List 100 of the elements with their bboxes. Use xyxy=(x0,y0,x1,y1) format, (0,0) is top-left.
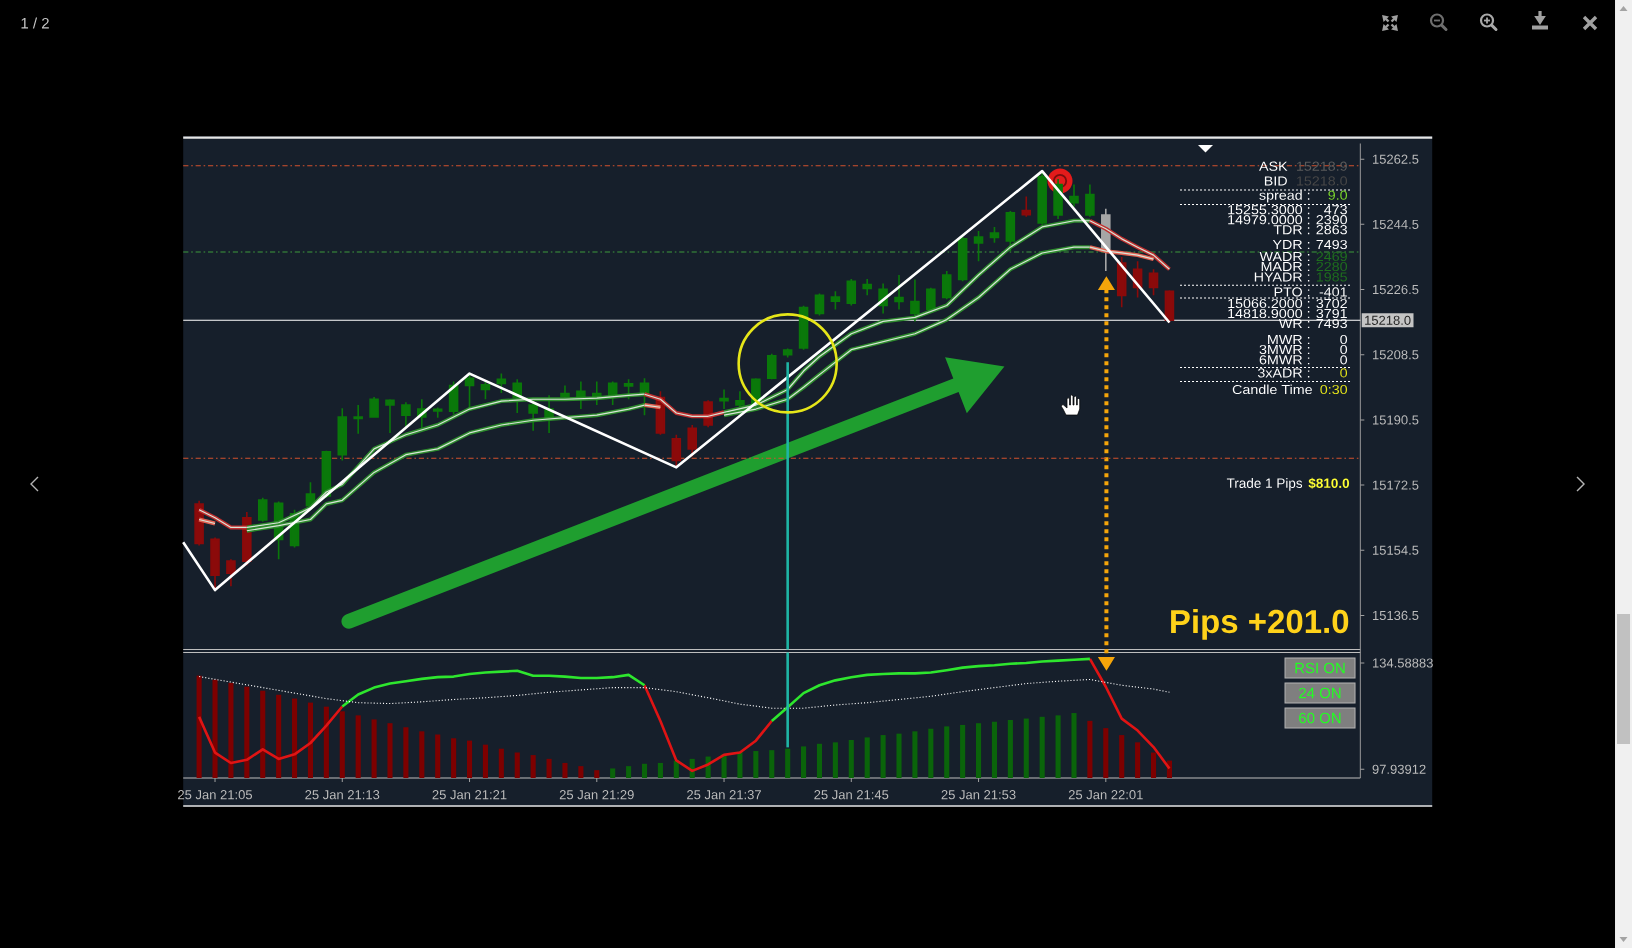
bar xyxy=(1023,718,1029,779)
bar xyxy=(292,698,298,779)
bar xyxy=(435,734,441,779)
bar xyxy=(1007,720,1013,779)
bar xyxy=(801,746,807,779)
bar xyxy=(355,715,361,779)
annotation: PTO : xyxy=(1274,287,1310,297)
annotation: 3791 xyxy=(1316,308,1347,319)
bar xyxy=(196,675,202,779)
annotation: RSI ON xyxy=(1295,662,1345,674)
annotation: 3xADR : xyxy=(1257,368,1310,378)
bar xyxy=(1119,735,1125,779)
bar xyxy=(403,727,409,779)
bar xyxy=(594,770,600,779)
candlestick xyxy=(1037,170,1047,226)
x-tick-label: 25 Jan 21:13 xyxy=(305,790,380,800)
annotation: 15255.3000 : xyxy=(1228,205,1310,215)
bar xyxy=(1039,716,1045,779)
x-tick-label: 25 Jan 21:29 xyxy=(559,790,634,800)
bar xyxy=(1150,752,1157,779)
bar xyxy=(466,740,473,779)
bar xyxy=(641,763,648,779)
x-tick-label: 25 Jan 21:53 xyxy=(941,790,1016,800)
bar xyxy=(276,694,282,779)
x-tick-label: 25 Jan 21:21 xyxy=(432,790,507,800)
y-tick-label: 15172.5 xyxy=(1372,480,1419,490)
x-tick-label: 25 Jan 21:45 xyxy=(814,790,889,800)
x-tick-label: 25 Jan 22:01 xyxy=(1068,790,1143,800)
annotation: $810.0 xyxy=(1308,477,1350,489)
annotation: -401 xyxy=(1319,287,1347,297)
annotation: 2280 xyxy=(1316,261,1348,272)
annotation: 3702 xyxy=(1316,298,1347,309)
x-tick-label: 25 Jan 21:37 xyxy=(687,790,761,800)
bar xyxy=(928,728,934,779)
bar xyxy=(737,751,743,779)
annotation: 60 ON xyxy=(1299,712,1341,724)
bar xyxy=(753,751,759,779)
bar xyxy=(816,743,823,779)
candlestick xyxy=(210,536,220,591)
bar xyxy=(387,723,393,779)
bar xyxy=(832,742,838,779)
annotation: BID xyxy=(1264,176,1287,186)
candlestick xyxy=(1085,183,1095,218)
bar xyxy=(785,748,791,779)
annotation: 9.0 xyxy=(1328,190,1348,200)
y-tick-label: 15262.5 xyxy=(1372,154,1419,164)
annotation: HYADR : xyxy=(1254,272,1310,282)
bar xyxy=(976,723,982,779)
y-tick-label: 15136.5 xyxy=(1372,610,1419,621)
annotation: 0 xyxy=(1340,344,1348,355)
annotation: 0:30 xyxy=(1320,384,1348,395)
bar xyxy=(673,760,679,779)
bar xyxy=(657,762,663,779)
candlestick xyxy=(735,390,745,410)
candlestick xyxy=(1148,268,1159,297)
bar xyxy=(212,679,218,779)
candlestick xyxy=(766,352,777,381)
candlestick xyxy=(432,406,443,419)
annotation: Trade 1 Pips xyxy=(1226,478,1303,491)
candlestick xyxy=(353,404,363,435)
bar xyxy=(848,740,854,779)
y-tick-label: 15154.5 xyxy=(1372,545,1419,555)
bar xyxy=(546,758,552,779)
y-tick-label: 15190.5 xyxy=(1372,415,1419,425)
bar xyxy=(498,748,504,779)
bar xyxy=(578,766,584,779)
annotation: 0 xyxy=(1340,355,1348,365)
bar xyxy=(419,731,425,779)
bar xyxy=(1087,720,1093,779)
annotation: WADR : xyxy=(1259,252,1310,261)
bar xyxy=(610,768,616,779)
bar xyxy=(880,735,886,779)
annotation: 15218.9 xyxy=(1297,161,1347,171)
annotation: 0 xyxy=(1340,368,1348,378)
annotation: Pips +201.0 xyxy=(1171,608,1349,640)
bar xyxy=(991,721,997,779)
bar xyxy=(530,755,536,779)
annotation: ASK xyxy=(1259,161,1288,171)
candlestick xyxy=(385,398,395,434)
ref-line-label: 15218.0 xyxy=(1365,315,1411,325)
candlestick xyxy=(576,380,586,410)
bar xyxy=(244,686,250,779)
bar xyxy=(339,711,345,779)
y-tick-label: 15208.5 xyxy=(1372,350,1419,360)
annotation: 15066.2000 : xyxy=(1228,298,1310,309)
candlestick xyxy=(719,388,729,410)
y-tick-label: 97.93912 xyxy=(1372,764,1426,774)
bar xyxy=(482,744,488,779)
text: 1 / 2 xyxy=(21,17,49,29)
bar xyxy=(944,726,950,779)
bar xyxy=(562,762,568,779)
bar xyxy=(960,724,966,779)
y-tick-label: 15244.5 xyxy=(1372,219,1419,229)
candlestick xyxy=(941,270,952,301)
x-tick-label: 25 Jan 21:05 xyxy=(178,790,253,800)
candlestick xyxy=(862,278,872,297)
annotation: WR : xyxy=(1278,319,1310,328)
candlestick xyxy=(830,290,841,311)
bar xyxy=(451,738,457,779)
candlestick xyxy=(846,278,857,307)
